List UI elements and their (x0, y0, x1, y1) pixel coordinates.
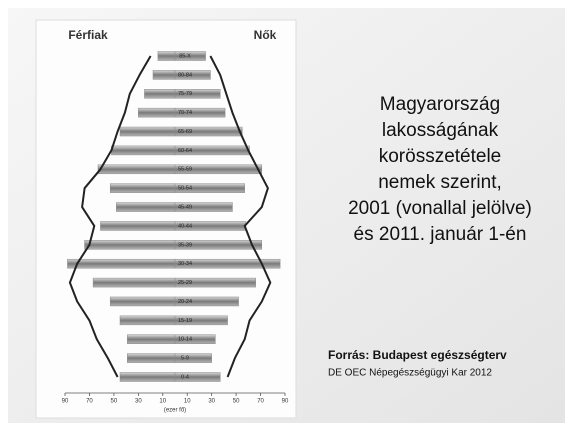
source-detail: DE OEC Népegészségügyi Kar 2012 (328, 368, 492, 379)
x-tick-label: 90 (282, 399, 289, 405)
age-label: 55-59 (178, 167, 192, 173)
age-label: 5-9 (181, 356, 189, 362)
bar (157, 51, 176, 61)
bar (84, 240, 176, 250)
bar (174, 315, 228, 326)
x-tick-label: 90 (62, 399, 69, 405)
bar (100, 221, 176, 231)
bar (174, 240, 263, 250)
bar (144, 89, 176, 99)
bar (119, 372, 176, 382)
bar (174, 145, 250, 156)
age-label: 75-79 (178, 91, 192, 97)
bar (174, 353, 212, 363)
age-label: 50-54 (178, 186, 192, 192)
bar (67, 258, 176, 269)
line-2001 (209, 55, 272, 378)
bar (174, 372, 221, 382)
bar (174, 70, 211, 80)
male-label: Férfiak (68, 28, 108, 42)
age-label: 70-74 (178, 110, 192, 116)
age-label: 0-4 (181, 374, 189, 380)
x-tick-label: 30 (135, 399, 142, 405)
bar (127, 334, 176, 344)
bar (174, 51, 206, 61)
bar (174, 107, 226, 118)
age-label: 35-39 (178, 242, 192, 248)
line-2001 (68, 55, 152, 378)
bar (138, 107, 176, 118)
age-label: 10-14 (178, 337, 192, 343)
bar (119, 315, 176, 326)
x-tick-label: 70 (257, 399, 264, 405)
x-tick-label: 10 (184, 399, 191, 405)
age-label: 60-64 (178, 148, 192, 154)
chart-panel (35, 19, 297, 419)
x-tick-label: 50 (111, 399, 118, 405)
bar (174, 258, 281, 269)
age-label: 25-29 (178, 280, 192, 286)
bar (127, 353, 176, 363)
source: Forrás: Budapest egészségterv (328, 348, 507, 362)
title-line: és 2011. január 1-én (354, 224, 527, 245)
age-label: 30-34 (178, 261, 192, 267)
x-tick-label: 50 (233, 399, 240, 405)
title-line: korösszetétele (379, 146, 502, 167)
age-label: 20-24 (178, 299, 192, 305)
bar (97, 164, 176, 175)
title-line: Magyarország (380, 94, 500, 115)
age-label: 80-84 (178, 72, 192, 78)
age-label: 85-X (179, 53, 191, 59)
bar (116, 202, 176, 212)
x-tick-label: 70 (86, 399, 93, 405)
bar (174, 277, 256, 288)
bar (174, 183, 245, 193)
age-label: 15-19 (178, 318, 192, 324)
female-label: Nők (254, 28, 277, 42)
bar (174, 89, 221, 99)
bar (119, 126, 176, 137)
age-label: 40-44 (178, 223, 192, 229)
x-tick-label: 10 (159, 399, 166, 405)
x-tick-label: 30 (208, 399, 215, 405)
title-line: nemek szerint, (378, 172, 502, 193)
bar (174, 296, 239, 307)
bar (174, 334, 216, 344)
bar (111, 145, 176, 156)
age-label: 45-49 (178, 205, 192, 211)
bar (92, 277, 176, 288)
bar (152, 70, 176, 80)
bar (174, 126, 243, 137)
age-label: 65-69 (178, 129, 192, 135)
bar (174, 164, 263, 175)
title-line: lakosságának (382, 120, 499, 141)
bar (109, 183, 176, 193)
title-line: 2001 (vonallal jelölve) (348, 198, 532, 219)
x-axis-label: (ezer fő) (164, 408, 186, 414)
bar (109, 296, 176, 307)
title: Magyarország lakosságának korösszetétele ne… (348, 94, 532, 245)
bar (174, 202, 233, 212)
